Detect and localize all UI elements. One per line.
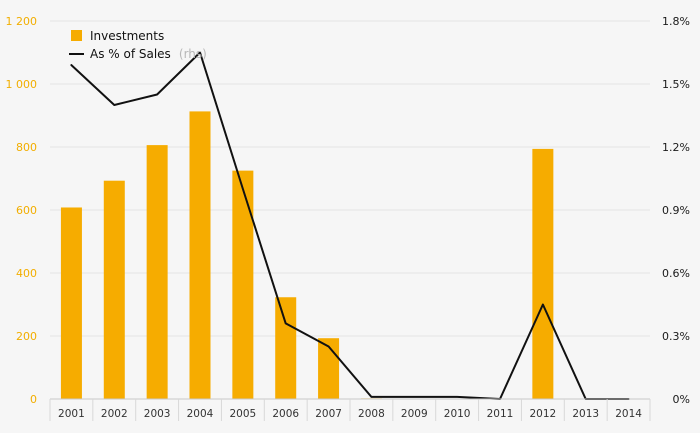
x-tick-label: 2010 xyxy=(444,408,471,420)
x-tick-label: 2014 xyxy=(615,408,642,420)
x-tick-label: 2008 xyxy=(358,408,385,420)
bar xyxy=(103,180,125,399)
left-tick-label: 400 xyxy=(16,267,37,280)
bar xyxy=(532,148,554,399)
legend-label-sales-pct: As % of Sales (rhs) xyxy=(90,43,207,62)
left-tick-label: 800 xyxy=(16,141,37,154)
right-tick-label: 1.5% xyxy=(662,78,690,91)
x-tick-label: 2012 xyxy=(529,408,556,420)
right-tick-label: 0% xyxy=(673,393,690,406)
legend-swatch-investments xyxy=(71,30,82,41)
bar xyxy=(60,207,82,399)
left-tick-label: 1 200 xyxy=(6,15,38,28)
right-axis-labels: 0% 0.3% 0.6% 0.9% 1.2% 1.5% 1.8% xyxy=(662,15,690,406)
x-tick-label: 2011 xyxy=(487,408,514,420)
left-axis-labels: 0 200 400 600 800 1 000 1 200 xyxy=(6,15,38,406)
x-tick-label: 2007 xyxy=(315,408,342,420)
x-tick-label: 2003 xyxy=(144,408,171,420)
right-tick-label: 0.6% xyxy=(662,267,690,280)
bar xyxy=(232,170,254,399)
bar xyxy=(189,111,211,399)
legend-label-investments: Investments xyxy=(90,29,164,43)
left-tick-label: 0 xyxy=(30,393,37,406)
x-tick-label: 2009 xyxy=(401,408,428,420)
x-tick-label: 2001 xyxy=(58,408,85,420)
x-tick-label: 2005 xyxy=(229,408,256,420)
bar xyxy=(275,297,297,399)
right-tick-label: 1.2% xyxy=(662,141,690,154)
line-series xyxy=(70,51,630,400)
right-tick-label: 0.3% xyxy=(662,330,690,343)
x-tick-label: 2002 xyxy=(101,408,128,420)
x-tick-label: 2006 xyxy=(272,408,299,420)
series-line-sales-pct xyxy=(70,51,630,400)
right-tick-label: 0.9% xyxy=(662,204,690,217)
x-tick-label: 2013 xyxy=(572,408,599,420)
left-tick-label: 600 xyxy=(16,204,37,217)
left-tick-label: 1 000 xyxy=(6,78,38,91)
bars xyxy=(60,111,554,399)
legend-label-sales-pct-main: As % of Sales xyxy=(90,47,171,61)
x-axis: 2001 2002 2003 2004 2005 2006 2007 2008 2009 2010… xyxy=(49,398,651,421)
x-tick-label: 2004 xyxy=(187,408,214,420)
legend-label-sales-pct-suffix: (rhs) xyxy=(179,47,207,61)
left-tick-label: 200 xyxy=(16,330,37,343)
bar xyxy=(146,145,168,399)
legend: Investments As % of Sales (rhs) xyxy=(69,29,207,62)
grid xyxy=(50,20,650,337)
right-tick-label: 1.8% xyxy=(662,15,690,28)
